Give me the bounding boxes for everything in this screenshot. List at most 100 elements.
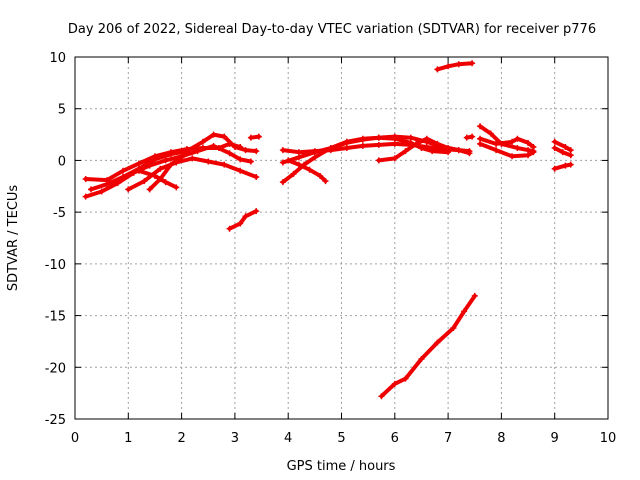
data-point <box>359 142 366 149</box>
data-point <box>285 157 292 164</box>
data-point <box>221 161 228 168</box>
data-point <box>247 158 254 165</box>
data-point <box>237 156 244 163</box>
data-point <box>391 380 398 387</box>
y-tick-label: -5 <box>53 206 66 221</box>
data-point <box>237 143 244 150</box>
x-tick-label: 8 <box>497 431 505 446</box>
data-point <box>343 138 350 145</box>
data-point <box>477 140 484 147</box>
data-point <box>157 165 164 172</box>
y-tick-label: 0 <box>58 154 66 169</box>
data-point <box>82 176 89 183</box>
data-point <box>375 157 382 164</box>
data-point <box>183 146 190 153</box>
data-point <box>455 61 462 68</box>
data-point <box>391 135 398 142</box>
data-track <box>379 293 477 399</box>
data-point <box>463 134 470 141</box>
data-point <box>562 162 569 169</box>
data-point <box>215 145 222 152</box>
data-point <box>455 147 462 154</box>
data-point <box>434 339 441 346</box>
data-point <box>290 170 297 177</box>
data-point <box>226 150 233 157</box>
data-point <box>359 135 366 142</box>
data-point <box>135 167 142 174</box>
data-point <box>471 292 478 299</box>
y-tick-label: 10 <box>49 51 66 66</box>
axis-ticks: 0 1 2 3 4 5 6 7 8 9 10 10 5 0 -5 -10 -15 -20 -25 <box>45 51 617 446</box>
data-point <box>98 188 105 195</box>
x-tick-label: 4 <box>284 431 292 446</box>
data-point <box>311 154 318 161</box>
data-point <box>173 184 180 191</box>
data-track <box>147 155 184 192</box>
data-point <box>255 133 262 140</box>
data-point <box>407 134 414 141</box>
data-point <box>125 186 132 193</box>
x-tick-label: 3 <box>231 431 239 446</box>
data-point <box>151 153 158 160</box>
data-point <box>434 66 441 73</box>
data-point <box>311 148 318 155</box>
data-point <box>450 324 457 331</box>
data-point <box>210 131 217 138</box>
data-point <box>306 166 313 173</box>
data-track <box>376 136 461 163</box>
data-track <box>83 143 253 199</box>
data-point <box>279 147 286 154</box>
y-tick-label: 5 <box>58 103 66 118</box>
data-point <box>167 161 174 168</box>
data-point <box>242 147 249 154</box>
x-tick-label: 6 <box>391 431 399 446</box>
data-point <box>253 173 260 180</box>
data-point <box>82 193 89 200</box>
data-point <box>562 143 569 150</box>
data-point <box>514 135 521 142</box>
data-point <box>429 148 436 155</box>
data-point <box>375 134 382 141</box>
data-point <box>402 375 409 382</box>
data-point <box>514 145 521 152</box>
data-point <box>525 139 532 146</box>
data-point <box>445 145 452 152</box>
data-point <box>493 140 500 147</box>
x-tick-label: 10 <box>600 431 617 446</box>
data-point <box>413 140 420 147</box>
data-point <box>295 149 302 156</box>
data-point <box>378 393 385 400</box>
x-tick-label: 2 <box>177 431 185 446</box>
data-point <box>162 179 169 186</box>
data-point <box>487 130 494 137</box>
data-point <box>469 60 476 67</box>
data-track <box>227 209 259 231</box>
data-point <box>551 145 558 152</box>
x-axis-label: GPS time / hours <box>287 459 396 474</box>
plot-frame <box>74 56 609 420</box>
data-point <box>141 178 148 185</box>
data-point <box>493 147 500 154</box>
data-point <box>530 149 537 156</box>
data-point <box>247 134 254 141</box>
x-tick-label: 5 <box>337 431 345 446</box>
data-point <box>402 148 409 155</box>
data-point <box>551 138 558 145</box>
data-point <box>199 145 206 152</box>
data-point <box>162 157 169 164</box>
y-tick-label: -25 <box>45 413 66 428</box>
data-point <box>418 145 425 152</box>
data-point <box>279 159 286 166</box>
data-point <box>434 140 441 147</box>
data-point <box>322 178 329 185</box>
y-tick-label: -15 <box>45 310 66 325</box>
data-point <box>167 149 174 156</box>
data-point <box>509 138 516 145</box>
data-point <box>221 133 228 140</box>
data-point <box>567 152 574 159</box>
data-point <box>391 155 398 162</box>
chart-title: Day 206 of 2022, Sidereal Day-to-day VTE… <box>68 22 596 37</box>
data-point <box>567 147 574 154</box>
data-point <box>253 208 260 215</box>
